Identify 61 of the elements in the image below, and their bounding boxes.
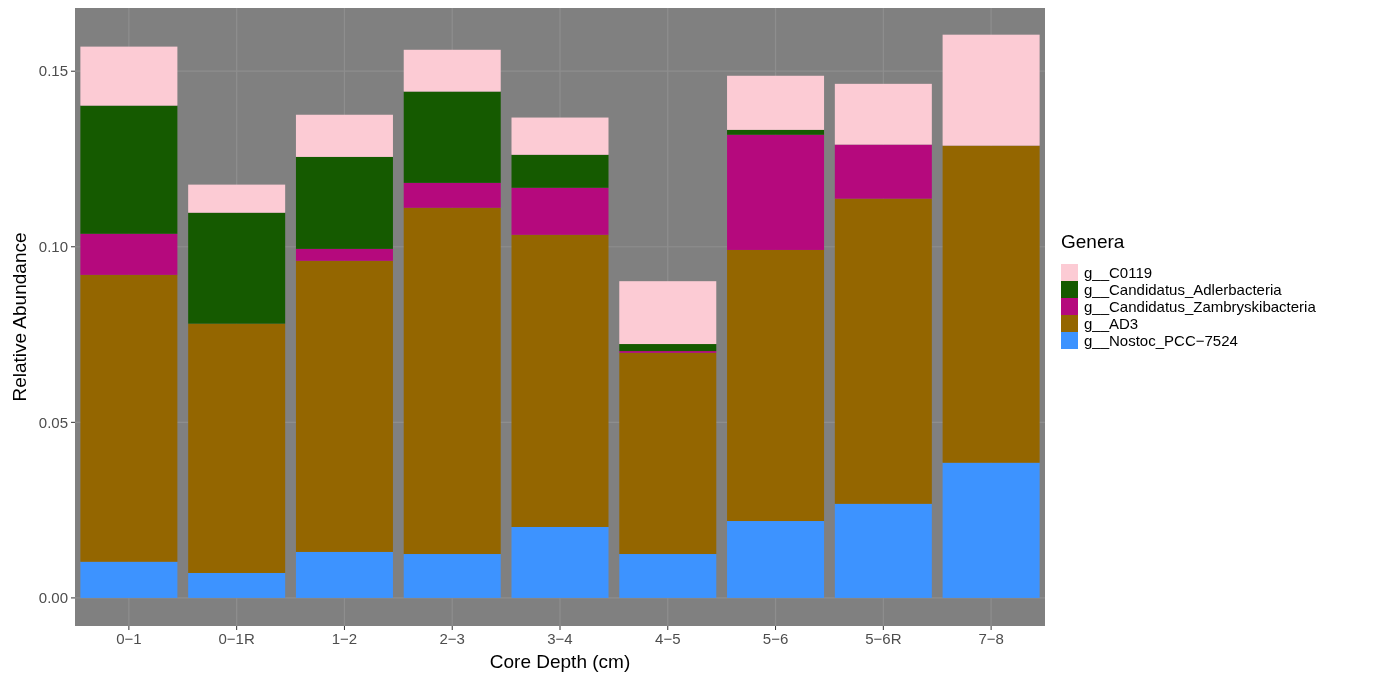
bar bbox=[834, 198, 932, 504]
bar bbox=[511, 526, 609, 598]
bar bbox=[834, 83, 932, 145]
y-tick-label: 0.15 bbox=[38, 62, 68, 80]
bar bbox=[511, 117, 609, 155]
legend-label: g__Candidatus_Zambryskibacteria bbox=[1084, 298, 1317, 316]
x-tick-label: 0−1 bbox=[116, 630, 142, 647]
bar bbox=[727, 75, 825, 130]
bar bbox=[727, 134, 825, 250]
x-tick-label: 2−3 bbox=[439, 630, 465, 647]
bar bbox=[403, 207, 501, 555]
legend-label: g__Candidatus_Adlerbacteria bbox=[1084, 281, 1283, 299]
bar bbox=[188, 184, 286, 213]
bar bbox=[188, 572, 286, 598]
y-tick-label: 0.10 bbox=[38, 238, 68, 256]
bar bbox=[619, 554, 717, 598]
bar bbox=[403, 91, 501, 183]
x-tick-label: 4−5 bbox=[655, 630, 681, 647]
bar bbox=[511, 187, 609, 235]
bar bbox=[295, 260, 393, 552]
bar bbox=[80, 233, 178, 275]
bar bbox=[403, 49, 501, 92]
bar bbox=[619, 344, 717, 352]
bar bbox=[188, 323, 286, 573]
bar bbox=[80, 274, 178, 562]
bar bbox=[295, 156, 393, 249]
y-axis-title: Relative Abundance bbox=[9, 232, 30, 402]
bar bbox=[727, 249, 825, 522]
bar bbox=[188, 212, 286, 324]
bar bbox=[727, 521, 825, 598]
x-tick-label: 3−4 bbox=[547, 630, 573, 647]
bar bbox=[80, 561, 178, 598]
bar bbox=[511, 154, 609, 188]
bar bbox=[403, 182, 501, 208]
x-axis-title: Core Depth (cm) bbox=[489, 651, 631, 672]
bar bbox=[511, 234, 609, 527]
bar bbox=[80, 105, 178, 234]
legend-label: g__Nostoc_PCC−7524 bbox=[1084, 332, 1238, 350]
bar bbox=[80, 46, 178, 106]
bar bbox=[727, 129, 825, 135]
x-tick-label: 1−2 bbox=[331, 630, 358, 647]
y-tick-label: 0.05 bbox=[38, 413, 68, 431]
legend-label: g__C0119 bbox=[1084, 264, 1153, 282]
x-tick-label: 5−6 bbox=[762, 630, 789, 647]
bar bbox=[403, 554, 501, 598]
bar bbox=[834, 503, 932, 598]
bar bbox=[295, 248, 393, 261]
x-tick-label: 0−1R bbox=[218, 630, 255, 647]
bar bbox=[619, 352, 717, 555]
legend-title: Genera bbox=[1061, 231, 1125, 252]
bar bbox=[942, 462, 1040, 598]
bar bbox=[295, 114, 393, 157]
bar bbox=[619, 281, 717, 345]
x-tick-label: 5−6R bbox=[865, 630, 902, 647]
bar bbox=[834, 144, 932, 199]
bar bbox=[942, 145, 1040, 463]
y-tick-label: 0.00 bbox=[38, 589, 68, 607]
bar bbox=[942, 34, 1040, 146]
legend-label: g__AD3 bbox=[1084, 315, 1139, 333]
x-tick-label: 7−8 bbox=[978, 630, 1004, 647]
bar bbox=[295, 551, 393, 598]
